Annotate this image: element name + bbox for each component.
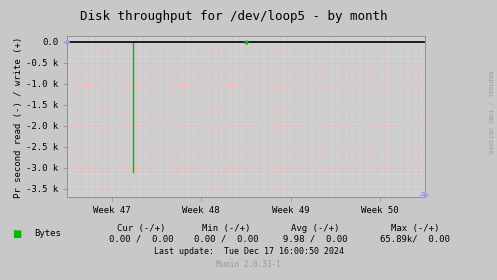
Text: Bytes: Bytes: [34, 229, 61, 238]
Text: ■: ■: [12, 229, 22, 239]
Text: Last update:  Tue Dec 17 16:00:50 2024: Last update: Tue Dec 17 16:00:50 2024: [154, 247, 343, 256]
Text: 9.98 /  0.00: 9.98 / 0.00: [283, 235, 348, 244]
Text: Disk throughput for /dev/loop5 - by month: Disk throughput for /dev/loop5 - by mont…: [80, 10, 387, 23]
Text: Avg (-/+): Avg (-/+): [291, 224, 340, 233]
Text: Munin 2.0.33-1: Munin 2.0.33-1: [216, 260, 281, 269]
Text: 0.00 /  0.00: 0.00 / 0.00: [194, 235, 258, 244]
Text: Min (-/+): Min (-/+): [202, 224, 250, 233]
Text: 65.89k/  0.00: 65.89k/ 0.00: [380, 235, 450, 244]
Text: Cur (-/+): Cur (-/+): [117, 224, 166, 233]
Text: 0.00 /  0.00: 0.00 / 0.00: [109, 235, 174, 244]
Text: RRDTOOL / TOBI OETIKER: RRDTOOL / TOBI OETIKER: [487, 71, 492, 153]
Y-axis label: Pr second read (-) / write (+): Pr second read (-) / write (+): [14, 36, 23, 197]
Text: Max (-/+): Max (-/+): [391, 224, 439, 233]
